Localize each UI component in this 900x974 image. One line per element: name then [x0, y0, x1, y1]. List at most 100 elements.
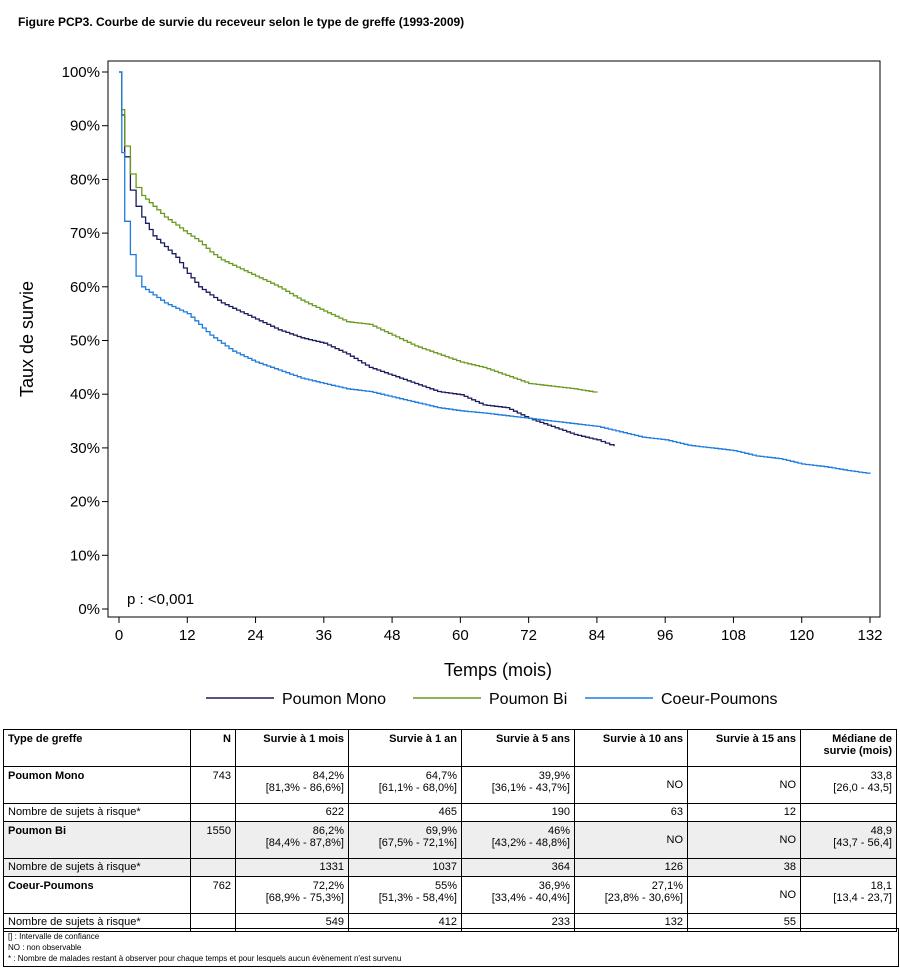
risk-cell: 549	[235, 913, 349, 932]
table-cell: NO	[574, 821, 688, 859]
cell-ci: [33,4% - 40,4%]	[491, 892, 570, 904]
row-label: Poumon Mono	[3, 766, 191, 804]
col-header-type: Type de greffe	[3, 729, 191, 767]
cell-value: NO	[666, 779, 684, 791]
cell-ci: [84,4% - 87,8%]	[265, 837, 344, 849]
y-tick-label: 90%	[70, 118, 100, 135]
cell-n: 743	[190, 766, 236, 804]
survival-curve-poumon-bi	[119, 71, 598, 393]
table-cell: 86,2% [84,4% - 87,8%]	[235, 821, 349, 859]
x-tick-label: 84	[589, 627, 606, 644]
y-tick-label: 100%	[62, 64, 100, 81]
x-axis-title: Temps (mois)	[444, 660, 552, 680]
col-header-median: Médiane de survie (mois)	[800, 729, 897, 767]
y-tick-label: 10%	[70, 547, 100, 564]
cell-ci: [36,1% - 43,7%]	[491, 782, 570, 794]
table-cell: 48,9 [43,7 - 56,4]	[800, 821, 897, 859]
cell-value: 36,9%	[538, 880, 570, 892]
cell-value: 46%	[547, 825, 570, 837]
row-label: Coeur-Poumons	[3, 876, 191, 914]
table-row: Poumon Bi 1550 86,2% [84,4% - 87,8%] 69,9% [6…	[3, 821, 897, 859]
x-tick-label: 36	[315, 627, 332, 644]
survival-curve-poumon-mono	[119, 71, 615, 447]
risk-cell: 364	[461, 858, 575, 877]
x-tick-label: 0	[115, 627, 123, 644]
figure-title: Figure PCP3. Courbe de survie du receveu…	[18, 15, 465, 29]
risk-cell: 12	[687, 803, 801, 822]
cell-value: 86,2%	[312, 825, 344, 837]
cell-value: 39,9%	[538, 770, 570, 782]
table-cell: 64,7% [61,1% - 68,0%]	[348, 766, 462, 804]
x-tick-label: 12	[179, 627, 196, 644]
cell-value: NO	[666, 834, 684, 846]
cell-value: NO	[779, 834, 797, 846]
col-header-1-year: Survie à 1 an	[348, 729, 462, 767]
x-tick-label: 120	[789, 627, 814, 644]
y-tick-label: 80%	[70, 171, 100, 188]
table-cell: 55% [51,3% - 58,4%]	[348, 876, 462, 914]
risk-cell: 132	[574, 913, 688, 932]
table-cell	[190, 803, 236, 822]
legend-label: Poumon Bi	[489, 691, 567, 708]
table-cell: 36,9% [33,4% - 40,4%]	[461, 876, 575, 914]
risk-cell: 63	[574, 803, 688, 822]
table-cell: 69,9% [67,5% - 72,1%]	[348, 821, 462, 859]
table-cell: NO	[687, 876, 801, 914]
legend-label: Coeur-Poumons	[661, 691, 778, 708]
risk-label: Nombre de sujets à risque*	[3, 913, 191, 932]
col-header-10-years: Survie à 10 ans	[574, 729, 688, 767]
cell-value: 55%	[434, 880, 457, 892]
table-row-at-risk: Nombre de sujets à risque* 622 465 190 63 12	[3, 803, 897, 822]
note-no: NO : non observable	[8, 943, 82, 952]
risk-cell	[800, 858, 897, 877]
cell-n: 1550	[190, 821, 236, 859]
table-cell	[190, 858, 236, 877]
p-value-annotation: p : <0,001	[127, 591, 194, 608]
cell-value: 69,9%	[425, 825, 457, 837]
table-header-row: Type de greffe N Survie à 1 mois Survie …	[3, 729, 897, 767]
x-tick-label: 96	[657, 627, 674, 644]
table-cell: 84,2% [81,3% - 86,6%]	[235, 766, 349, 804]
cell-ci: [26,0 - 43,5]	[833, 782, 892, 794]
cell-ci: [43,2% - 48,8%]	[491, 837, 570, 849]
x-tick-label: 108	[721, 627, 746, 644]
x-tick-label: 48	[384, 627, 401, 644]
risk-label: Nombre de sujets à risque*	[3, 858, 191, 877]
risk-cell: 622	[235, 803, 349, 822]
risk-cell: 38	[687, 858, 801, 877]
table-cell: 33,8 [26,0 - 43,5]	[800, 766, 897, 804]
table-cell: NO	[687, 821, 801, 859]
cell-ci: [81,3% - 86,6%]	[265, 782, 344, 794]
risk-cell: 190	[461, 803, 575, 822]
cell-value: 84,2%	[312, 770, 344, 782]
col-header-15-years: Survie à 15 ans	[687, 729, 801, 767]
cell-ci: [61,1% - 68,0%]	[378, 782, 457, 794]
risk-label: Nombre de sujets à risque*	[3, 803, 191, 822]
col-header-n: N	[190, 729, 236, 767]
risk-cell	[800, 913, 897, 932]
table-cell: 39,9% [36,1% - 43,7%]	[461, 766, 575, 804]
table-cell: NO	[574, 766, 688, 804]
table-cell: 46% [43,2% - 48,8%]	[461, 821, 575, 859]
table-row-at-risk: Nombre de sujets à risque* 549 412 233 132 55	[3, 913, 897, 932]
risk-cell: 233	[461, 913, 575, 932]
note-ci: [] : Intervalle de confiance	[8, 932, 100, 941]
x-tick-label: 132	[857, 627, 882, 644]
cell-ci: [43,7 - 56,4]	[833, 837, 892, 849]
cell-ci: [13,4 - 23,7]	[833, 892, 892, 904]
legend: Poumon Mono Poumon Bi Coeur-Poumons	[206, 691, 778, 708]
y-axis-title: Taux de survie	[17, 281, 37, 397]
table-row-at-risk: Nombre de sujets à risque* 1331 1037 364 126…	[3, 858, 897, 877]
table-cell: NO	[687, 766, 801, 804]
risk-cell: 126	[574, 858, 688, 877]
risk-cell: 1037	[348, 858, 462, 877]
plot-frame	[107, 60, 881, 618]
legend-label: Poumon Mono	[282, 691, 386, 708]
cell-ci: [67,5% - 72,1%]	[378, 837, 457, 849]
cell-value: 33,8	[870, 770, 892, 782]
y-tick-label: 30%	[70, 440, 100, 457]
table-row: Coeur-Poumons 762 72,2% [68,9% - 75,3%] 55%[…	[3, 876, 897, 914]
cell-n: 762	[190, 876, 236, 914]
risk-cell: 465	[348, 803, 462, 822]
risk-cell: 55	[687, 913, 801, 932]
